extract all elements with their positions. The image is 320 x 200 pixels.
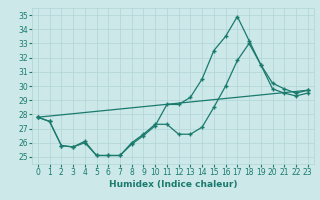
X-axis label: Humidex (Indice chaleur): Humidex (Indice chaleur): [108, 180, 237, 189]
